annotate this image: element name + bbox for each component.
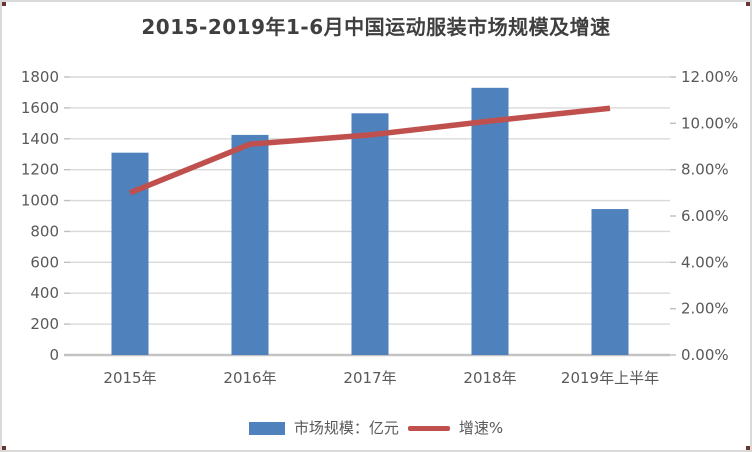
left-axis-label: 1000 [21,192,59,210]
left-axis-label: 600 [30,253,59,271]
x-axis-label: 2016年 [223,369,276,387]
x-axis-label: 2017年 [343,369,396,387]
x-axis-label: 2015年 [103,369,156,387]
frame-corner [746,446,750,450]
legend: 市场规模：亿元 增速% [2,421,750,436]
chart-title: 2015-2019年1-6月中国运动服装市场规模及增速 [141,15,611,39]
market-size-bar[interactable] [351,113,389,356]
left-axis-label: 800 [30,222,59,240]
left-axis-label: 1200 [21,161,59,179]
market-size-bar[interactable] [111,152,149,355]
right-axis-label: 12.00% [681,68,738,86]
growth-rate-line[interactable] [128,105,611,196]
legend-label-market-size: 市场规模：亿元 [293,419,399,437]
x-axis-label: 2019年上半年 [561,369,659,387]
left-axis-label: 0 [49,346,59,364]
x-axis-label: 2018年 [463,369,516,387]
legend-label-growth: 增速% [458,419,504,437]
frame-corner [2,2,6,6]
market-size-bar[interactable] [471,87,509,356]
left-axis-label: 1800 [21,68,59,86]
left-axis-label: 400 [30,284,59,302]
legend-line-swatch [407,426,450,431]
left-axis-label: 1600 [21,99,59,117]
right-axis-label: 8.00% [681,161,729,179]
right-axis-label: 4.00% [681,253,729,271]
market-size-bar[interactable] [591,209,629,355]
left-axis-label: 200 [30,315,59,333]
market-size-bar[interactable] [231,134,269,355]
right-axis-label: 10.00% [681,114,738,132]
right-axis-label: 2.00% [681,300,729,318]
frame-corner [2,446,6,450]
frame-corner [746,2,750,6]
right-axis-label: 0.00% [681,346,729,364]
left-axis-label: 1400 [21,130,59,148]
right-axis-label: 6.00% [681,207,729,225]
legend-bar-swatch [248,422,285,435]
